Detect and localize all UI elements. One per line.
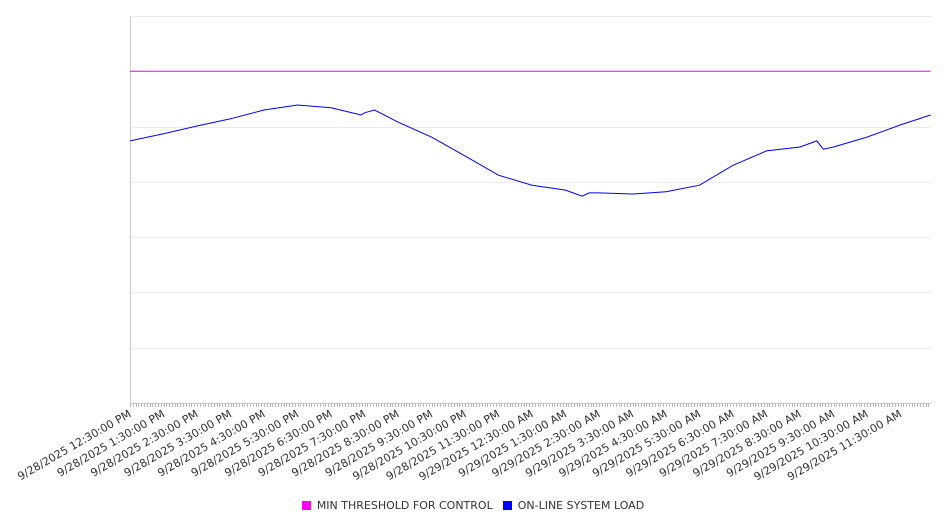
legend-item-load[interactable]: ON-LINE SYSTEM LOAD: [502, 499, 645, 512]
legend-item-threshold[interactable]: MIN THRESHOLD FOR CONTROL: [301, 499, 493, 512]
legend-label-load: ON-LINE SYSTEM LOAD: [517, 499, 645, 512]
gridlines: [130, 16, 931, 404]
legend-swatch-load: [502, 501, 512, 510]
legend: MIN THRESHOLD FOR CONTROL ON-LINE SYSTEM…: [0, 499, 946, 512]
x-tick-labels: 9/28/2025 12:30:00 PM9/28/2025 1:30:00 P…: [15, 407, 904, 483]
series-load-line: [129, 104, 931, 197]
legend-swatch-threshold: [301, 501, 311, 510]
legend-label-threshold: MIN THRESHOLD FOR CONTROL: [316, 499, 493, 512]
x-axis-ticks: [130, 403, 929, 407]
line-chart: 9/28/2025 12:30:00 PM9/28/2025 1:30:00 P…: [15, 16, 931, 484]
